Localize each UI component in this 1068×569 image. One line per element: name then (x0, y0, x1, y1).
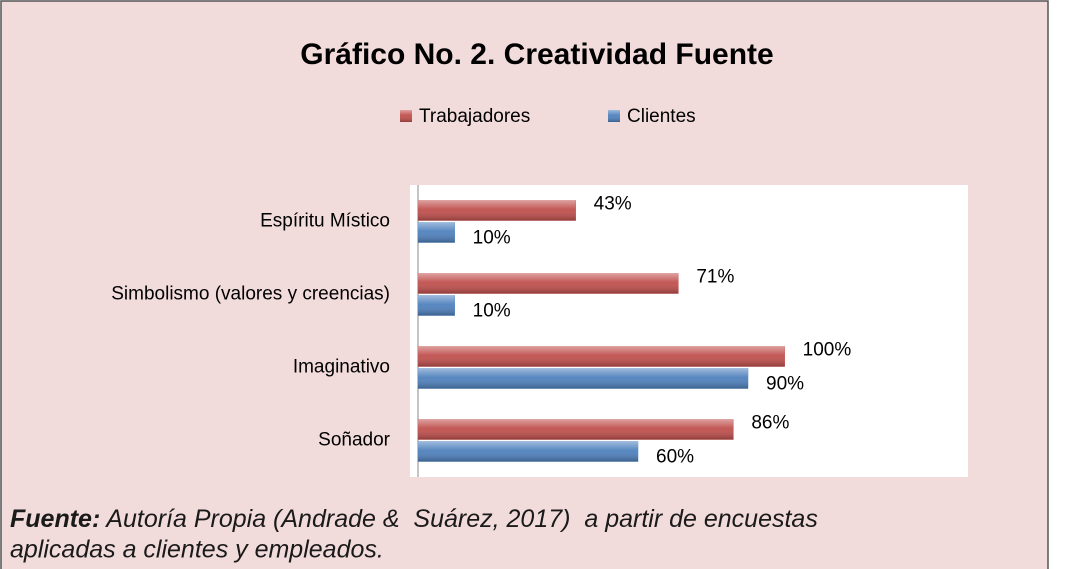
bar-shine (418, 346, 785, 367)
category-label: Espíritu Místico (260, 211, 390, 232)
data-label: 43% (594, 194, 632, 215)
source-label: Fuente: (10, 505, 100, 533)
bar-shine (418, 295, 455, 316)
bar-shine (418, 419, 734, 440)
data-label: 90% (766, 374, 804, 395)
chart-title: Gráfico No. 2. Creatividad Fuente (300, 38, 773, 71)
source-text: aplicadas a clientes y empleados. (10, 536, 384, 564)
data-label: 86% (751, 413, 789, 434)
legend-swatch-shine (400, 110, 412, 122)
bar-shine (418, 368, 748, 389)
category-label: Simbolismo (valores y creencias) (111, 284, 390, 305)
legend-label: Clientes (627, 106, 696, 127)
data-label: 10% (473, 228, 511, 249)
source-note: Fuente: Autoría Propia (Andrade & Suárez… (10, 505, 818, 533)
data-label: 100% (803, 340, 852, 361)
data-label: 10% (473, 301, 511, 322)
legend-label: Trabajadores (419, 106, 530, 127)
data-label: 60% (656, 447, 694, 468)
data-label: 71% (696, 267, 734, 288)
category-label: Imaginativo (293, 357, 390, 378)
source-text: Autoría Propia (Andrade & Suárez, 2017) … (100, 505, 818, 533)
legend-swatch-shine (608, 110, 620, 122)
category-label: Soñador (318, 430, 391, 451)
bar-shine (418, 441, 638, 462)
bar-shine (418, 222, 455, 243)
bar-shine (418, 200, 576, 221)
bar-shine (418, 273, 679, 294)
